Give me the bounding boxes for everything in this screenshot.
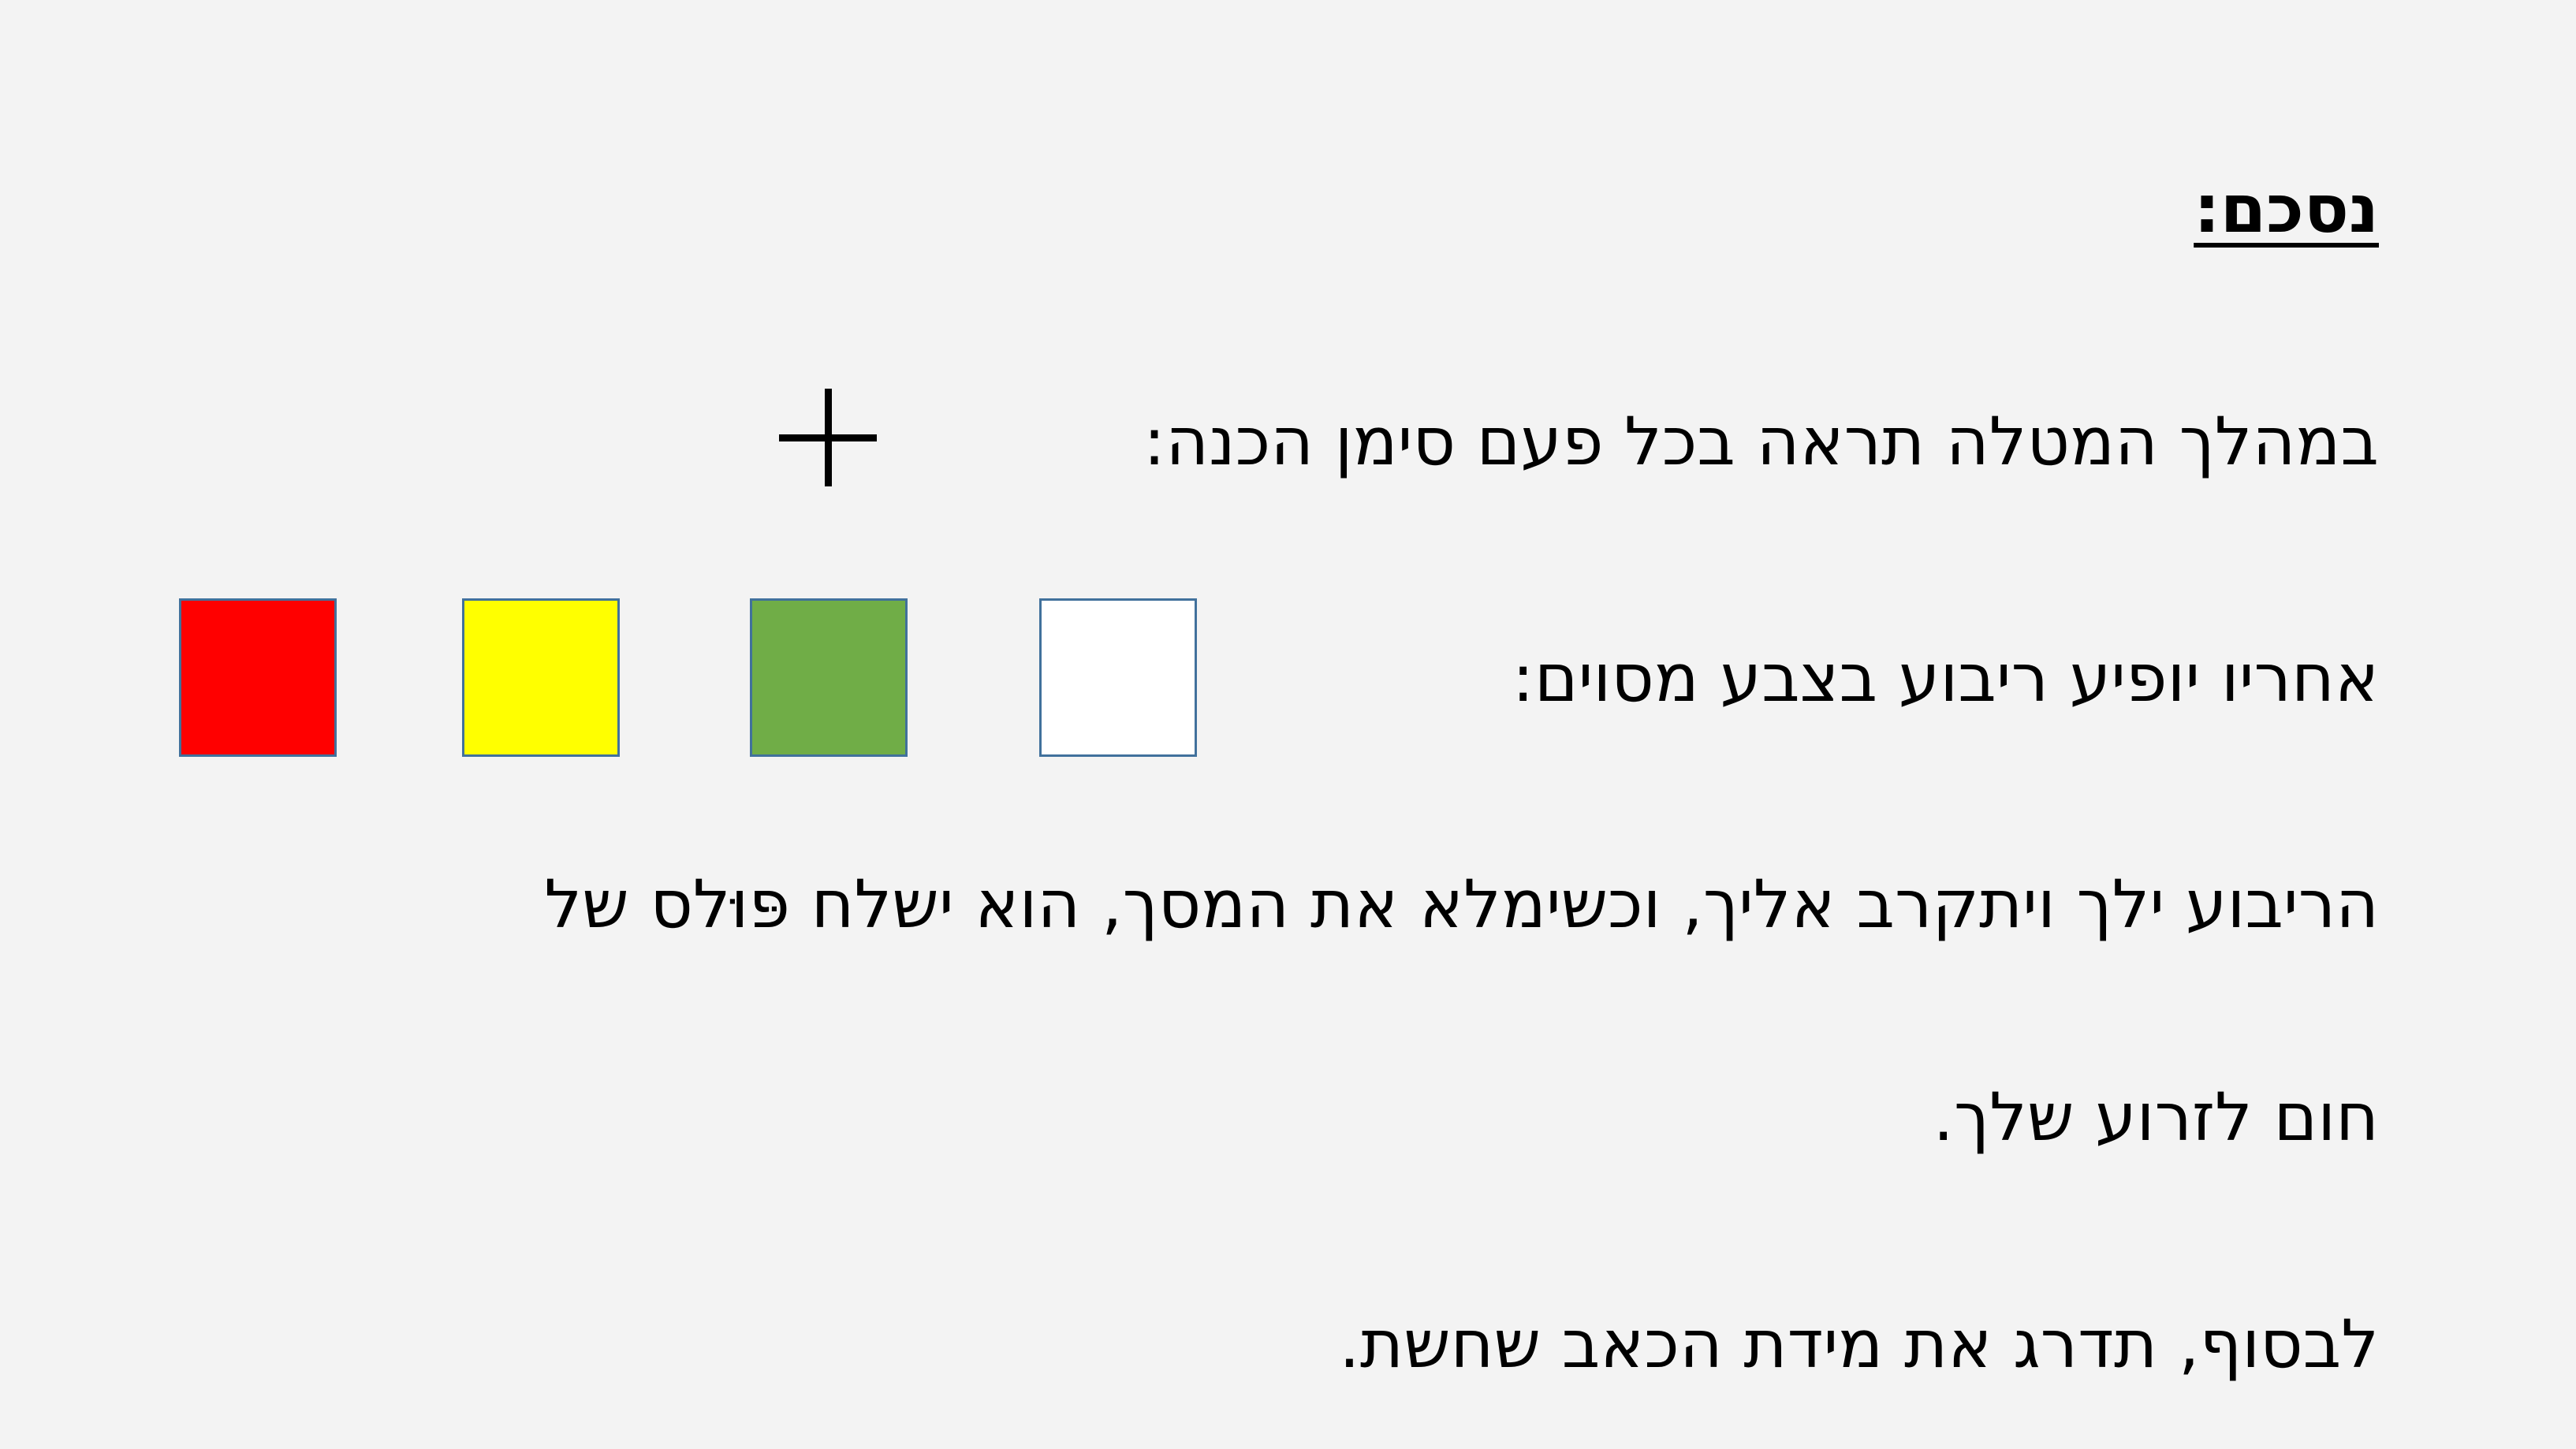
instruction-fixation: במהלך המטלה תראה בכל פעם סימן הכנה: (1143, 403, 2379, 480)
square-red (179, 598, 337, 757)
slide-title: נסכם: (2194, 170, 2379, 248)
square-green (750, 598, 908, 757)
instruction-heat: חום לזרוע שלך. (1933, 1078, 2379, 1156)
instruction-rating: לבסוף, תדרג את מידת הכאב שחשת. (1339, 1306, 2379, 1383)
plus-fixation-icon (779, 389, 877, 486)
square-yellow (462, 598, 620, 757)
instruction-square: אחריו יופיע ריבוע בצבע מסוים: (1512, 639, 2379, 717)
instruction-approach: הריבוע ילך ויתקרב אליך, וכשימלא את המסך,… (544, 866, 2379, 943)
square-white (1039, 598, 1197, 757)
